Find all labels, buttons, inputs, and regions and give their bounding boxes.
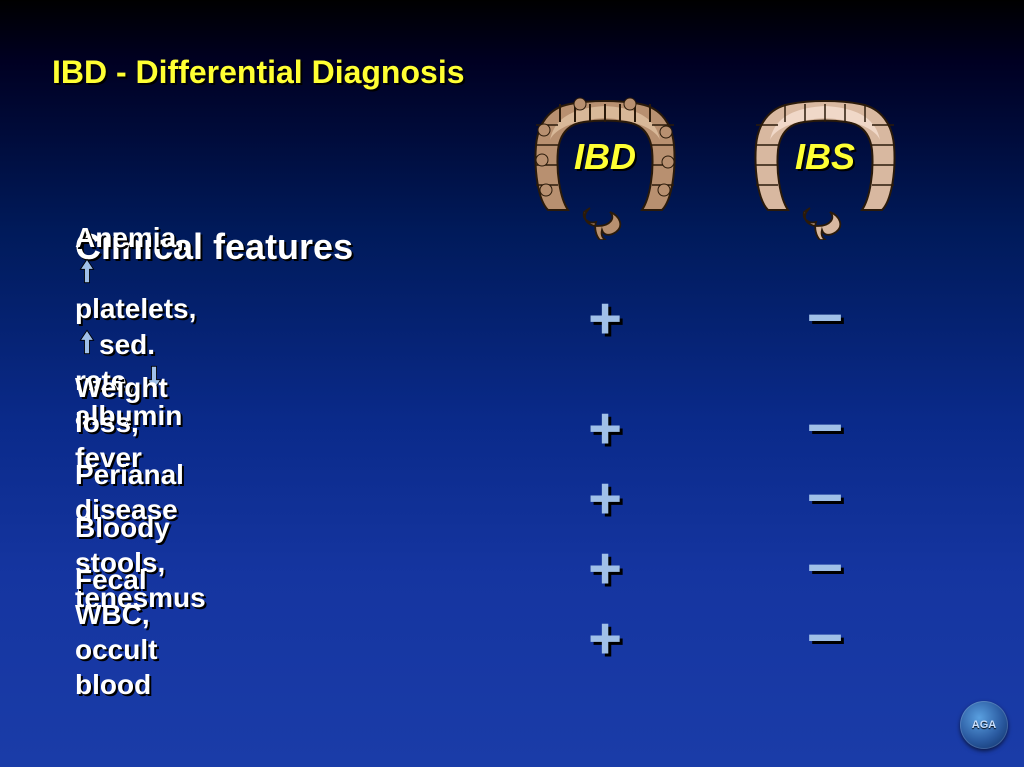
- plus-symbol: +: [575, 464, 635, 534]
- minus-symbol: –: [795, 534, 855, 604]
- org-logo: AGA: [960, 701, 1008, 749]
- slide-root: IBD - Differential Diagnosis Clinical fe…: [0, 0, 1024, 767]
- plus-symbol: +: [575, 604, 635, 674]
- minus-symbol: –: [795, 464, 855, 534]
- plus-symbol: +: [575, 534, 635, 604]
- feature-row: Fecal WBC, occult blood: [75, 612, 157, 652]
- ibs-column-header: IBS: [740, 90, 910, 240]
- ibs-label: IBS: [740, 136, 910, 178]
- feature-text: Anemia,: [75, 222, 184, 253]
- plus-symbol: +: [575, 284, 635, 354]
- ibd-column-header: IBD: [520, 90, 690, 240]
- feature-text: platelets,: [75, 293, 196, 324]
- org-logo-text: AGA: [972, 719, 996, 731]
- minus-symbol: –: [795, 394, 855, 464]
- ibd-label: IBD: [520, 136, 690, 178]
- minus-symbol: –: [795, 284, 855, 354]
- feature-row: Anemia, platelets,sed. rate, albumin: [75, 278, 196, 374]
- slide-title: IBD - Differential Diagnosis: [52, 54, 465, 91]
- minus-symbol: –: [795, 604, 855, 674]
- feature-row: Weight loss, fever: [75, 402, 168, 442]
- feature-text: Fecal WBC, occult blood: [75, 564, 157, 700]
- feature-row: Perianal disease: [75, 472, 184, 512]
- plus-symbol: +: [575, 394, 635, 464]
